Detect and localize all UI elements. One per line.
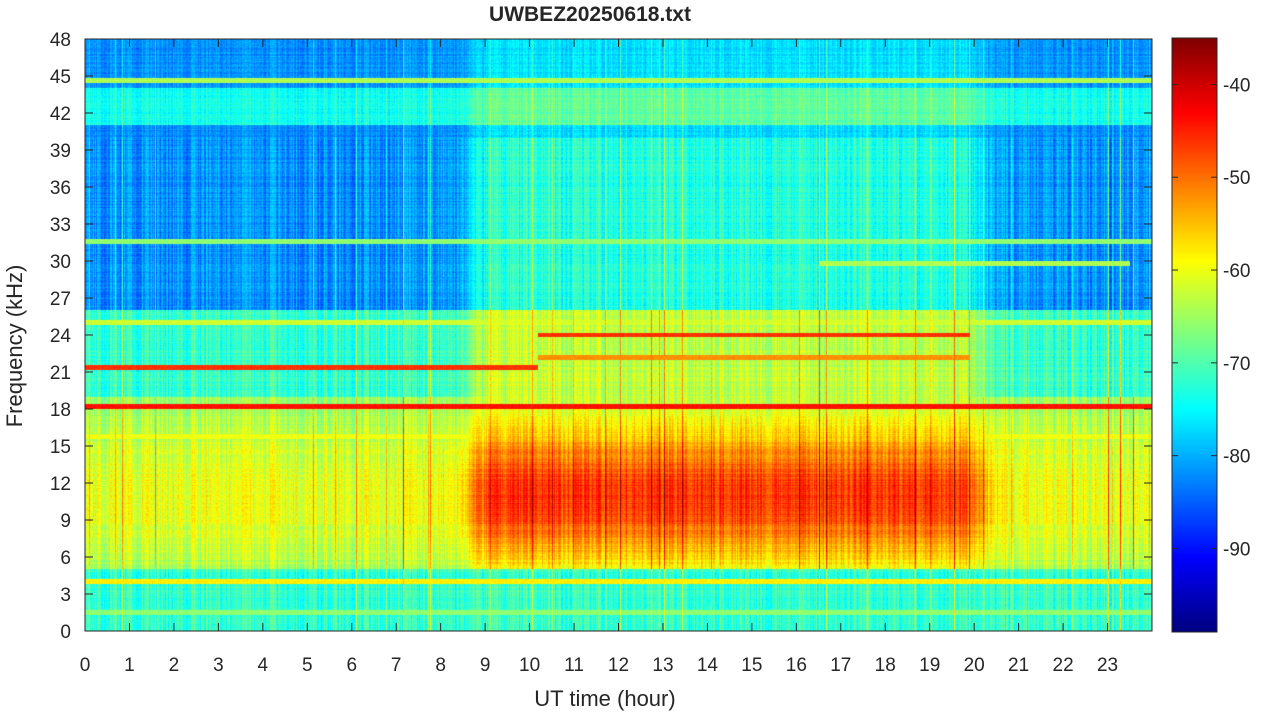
x-tick-label: 0 bbox=[80, 655, 91, 676]
y-tick-label: 9 bbox=[60, 511, 71, 532]
x-tick-label: 19 bbox=[919, 655, 940, 676]
y-axis-label: Frequency (kHz) bbox=[2, 265, 27, 428]
y-tick-label: 39 bbox=[50, 141, 71, 162]
y-tick-label: 36 bbox=[50, 178, 71, 199]
y-tick-label: 0 bbox=[60, 622, 71, 643]
x-tick-label: 15 bbox=[741, 655, 762, 676]
x-tick-label: 8 bbox=[435, 655, 446, 676]
y-tick-label: 6 bbox=[60, 548, 71, 569]
y-tick-label: 33 bbox=[50, 215, 71, 236]
colorbar-ticks: -40 -50 -60 -70 -80 -90 bbox=[1172, 75, 1250, 560]
y-tick-label: 12 bbox=[50, 474, 71, 495]
y-tick-label: 24 bbox=[50, 326, 72, 347]
x-tick-label: 12 bbox=[608, 655, 629, 676]
x-tick-label: 13 bbox=[652, 655, 673, 676]
y-tick-label: 18 bbox=[50, 400, 71, 421]
y-tick-label: 3 bbox=[60, 585, 71, 606]
colorbar-tick-label: -70 bbox=[1223, 354, 1250, 375]
x-axis-label: UT time (hour) bbox=[534, 686, 675, 711]
x-tick-label: 6 bbox=[346, 655, 357, 676]
x-tick-label: 14 bbox=[697, 655, 719, 676]
x-tick-label: 17 bbox=[830, 655, 851, 676]
x-tick-label: 23 bbox=[1097, 655, 1118, 676]
colorbar-tick-label: -60 bbox=[1223, 261, 1250, 282]
y-tick-label: 42 bbox=[50, 104, 71, 125]
x-tick-label: 7 bbox=[391, 655, 402, 676]
x-axis-ticks: 0 1 2 3 4 5 6 7 8 9 10 11 12 13 14 15 16 17 18 19 20 21 22 23 bbox=[80, 39, 1118, 676]
x-tick-label: 3 bbox=[213, 655, 224, 676]
colorbar-tick-label: -90 bbox=[1223, 539, 1250, 560]
x-tick-label: 4 bbox=[258, 655, 269, 676]
colorbar-gradient bbox=[1172, 38, 1217, 632]
x-tick-label: 16 bbox=[786, 655, 807, 676]
x-tick-label: 21 bbox=[1008, 655, 1029, 676]
spectrogram-canvas bbox=[85, 39, 1152, 631]
y-tick-label: 48 bbox=[50, 30, 71, 51]
x-tick-label: 9 bbox=[480, 655, 491, 676]
x-tick-label: 18 bbox=[875, 655, 896, 676]
spectrogram-canvas-wrapper bbox=[85, 39, 1152, 631]
colorbar-tick-label: -40 bbox=[1223, 75, 1250, 96]
y-tick-label: 45 bbox=[50, 67, 71, 88]
y-tick-label: 21 bbox=[50, 363, 71, 384]
colorbar-frame bbox=[1171, 37, 1218, 633]
y-tick-label: 30 bbox=[50, 252, 71, 273]
x-tick-label: 10 bbox=[519, 655, 540, 676]
colorbar-tick-label: -80 bbox=[1223, 447, 1250, 468]
colorbar-canvas-wrapper bbox=[1172, 38, 1217, 632]
x-tick-label: 5 bbox=[302, 655, 313, 676]
chart-title: UWBEZ20250618.txt bbox=[489, 3, 691, 26]
x-tick-label: 2 bbox=[169, 655, 180, 676]
x-tick-label: 22 bbox=[1053, 655, 1074, 676]
x-tick-label: 1 bbox=[124, 655, 135, 676]
y-tick-label: 27 bbox=[50, 289, 71, 310]
y-tick-label: 15 bbox=[50, 437, 71, 458]
x-tick-label: 11 bbox=[564, 655, 584, 676]
x-tick-label: 20 bbox=[964, 655, 985, 676]
colorbar-tick-label: -50 bbox=[1223, 168, 1250, 189]
